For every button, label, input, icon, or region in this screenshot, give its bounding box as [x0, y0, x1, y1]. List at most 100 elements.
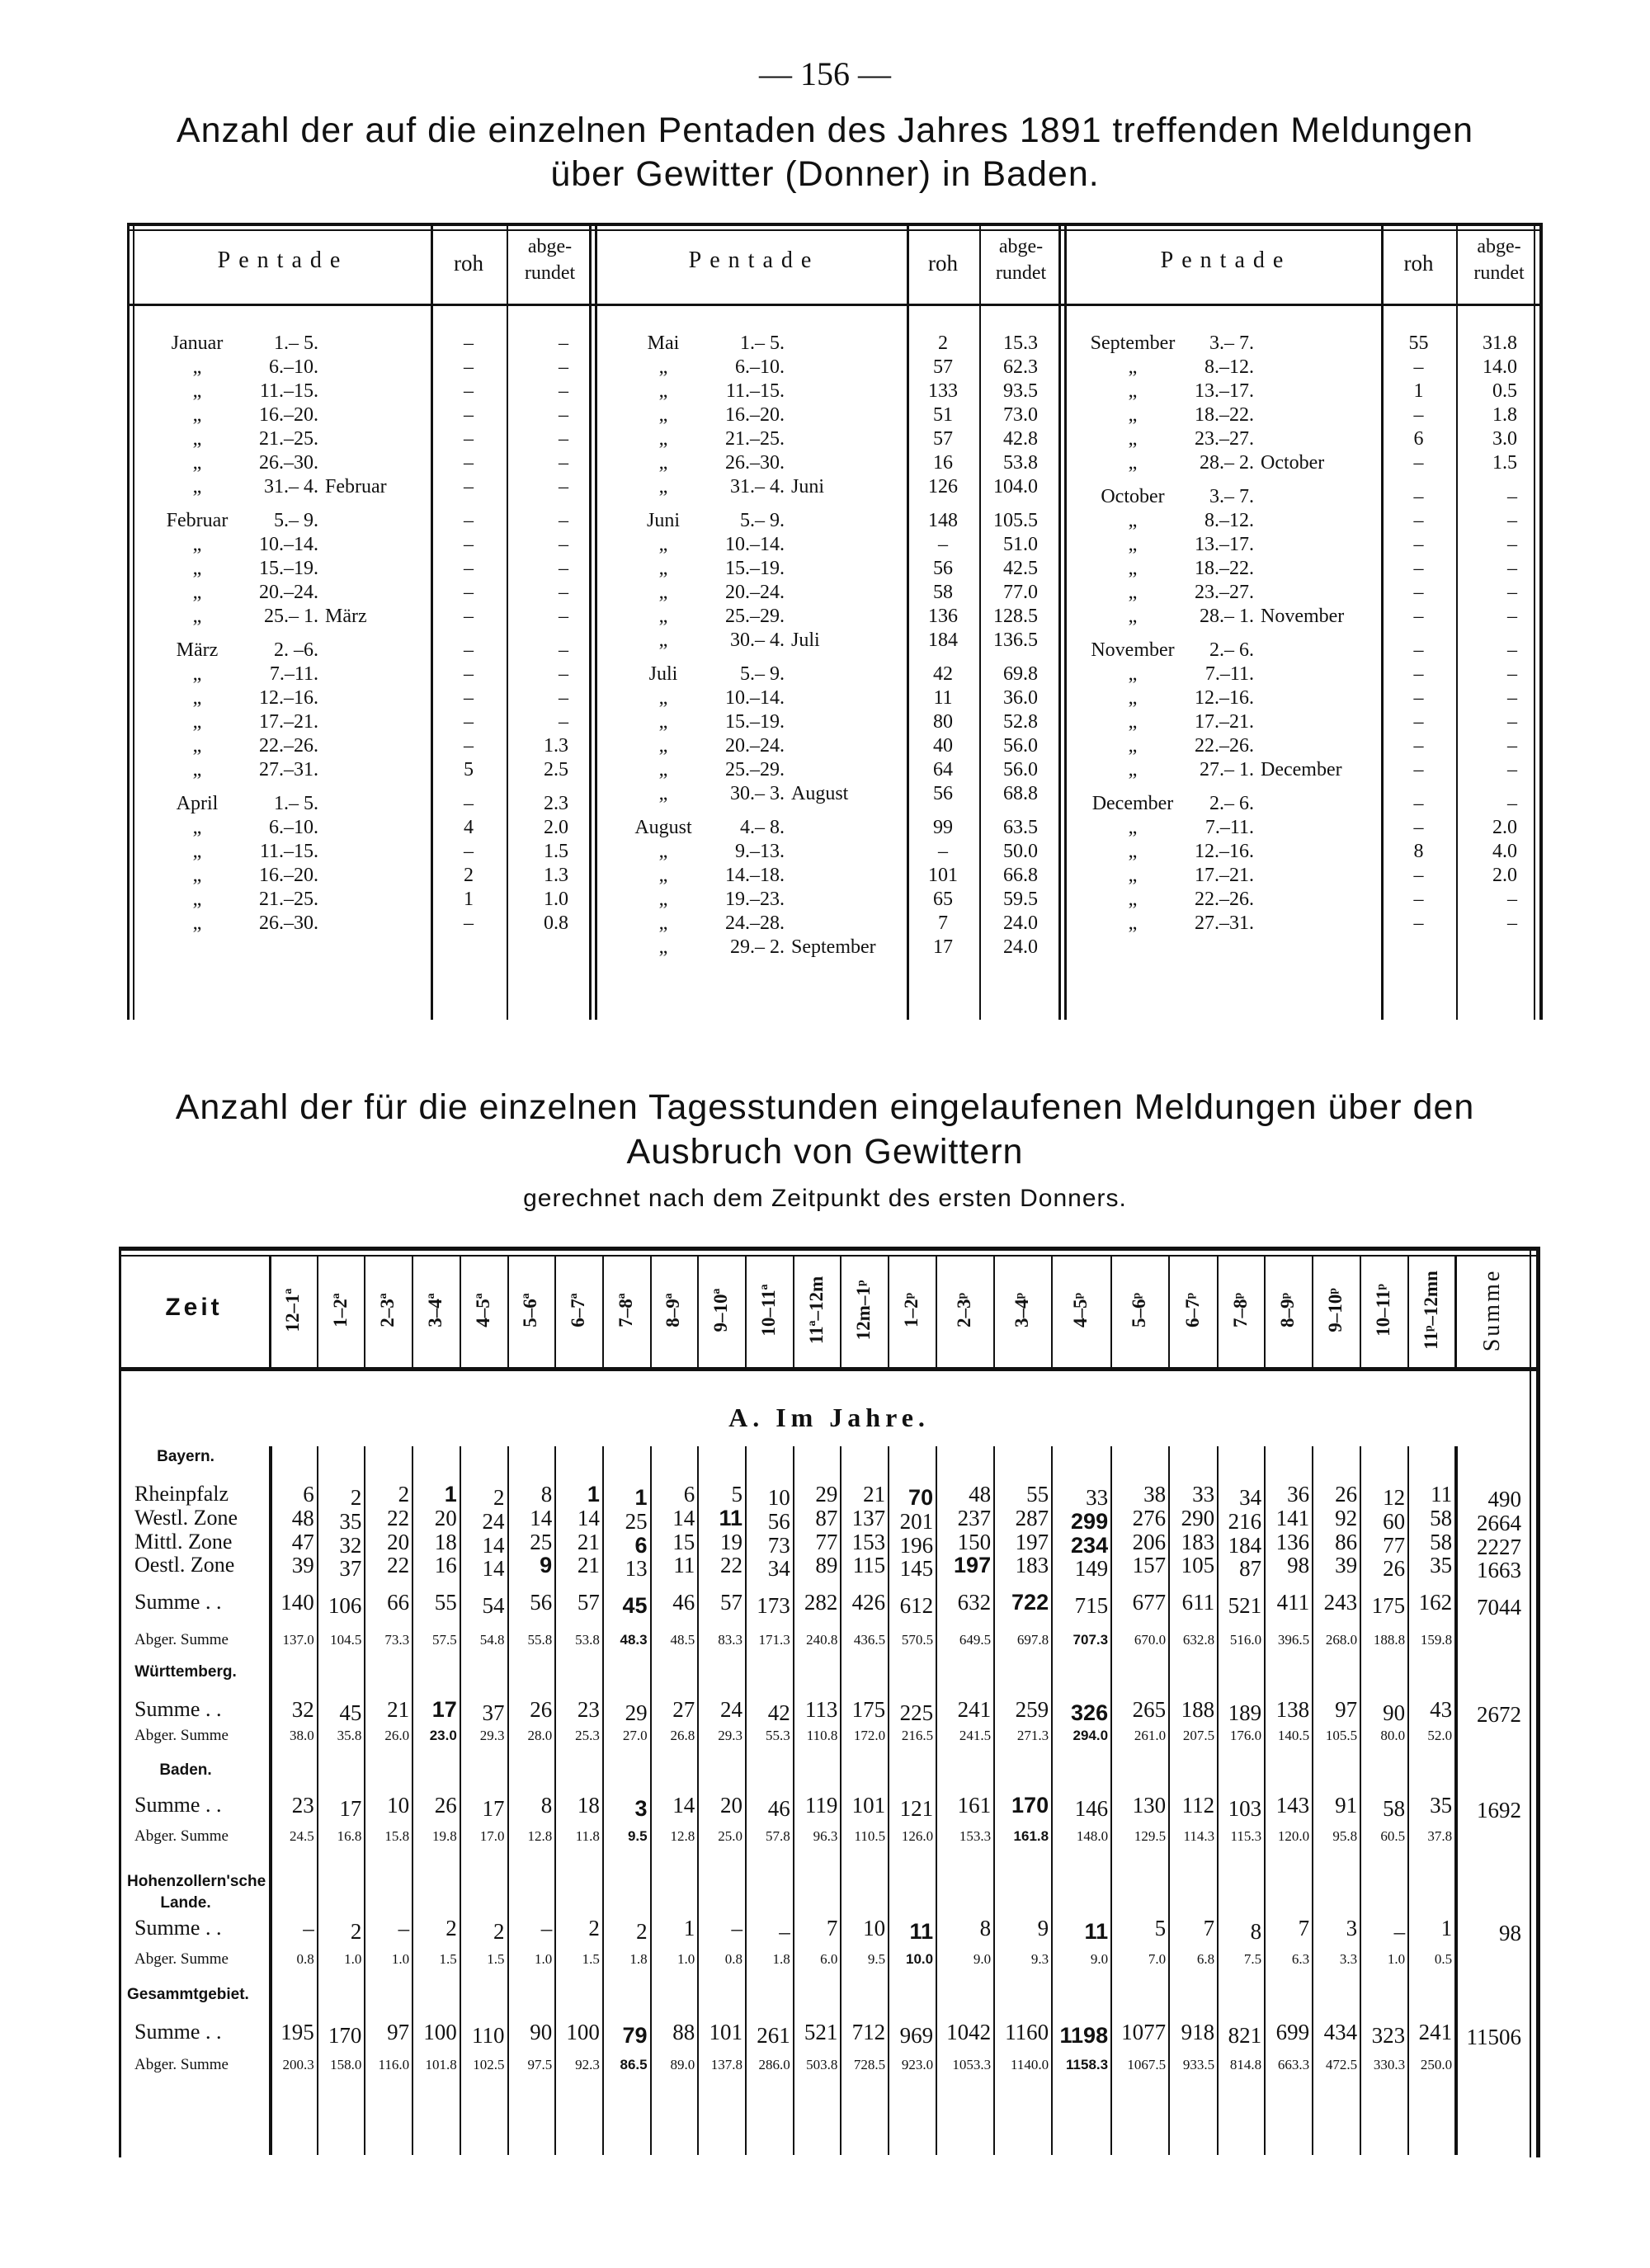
row-total: 2664	[1476, 1511, 1521, 1535]
hour-value: 92.3	[575, 2057, 600, 2072]
hour-value: 55.8	[527, 1632, 553, 1648]
hour-value: 26.8	[670, 1728, 695, 1743]
pentade-month: „	[192, 380, 202, 402]
hour-value: 106	[328, 1593, 362, 1618]
pentade-month: „	[658, 428, 668, 450]
pentade-month-end: September	[791, 936, 876, 958]
hour-value: 632.8	[1182, 1632, 1215, 1648]
hour-value: 1.0	[534, 1951, 553, 1967]
pentade-range: 12.–16.	[259, 687, 318, 709]
roh-value: –	[938, 534, 948, 555]
hour-value: 715	[1074, 1593, 1109, 1618]
hour-value: 57	[719, 1590, 742, 1615]
pentade-month-end: December	[1261, 759, 1342, 780]
hour-value: 0.5	[1434, 1951, 1453, 1967]
header-roh: roh	[1403, 251, 1434, 276]
pentade-month: „	[192, 582, 202, 603]
hour-value: 48	[291, 1506, 314, 1530]
column-rule	[993, 1446, 996, 2155]
table2-title-line2: Ausbruch von Gewittern	[626, 1132, 1024, 1172]
abgerundet-value: –	[1507, 912, 1517, 934]
hour-value: 241	[957, 1697, 992, 1722]
pentade-month: „	[658, 452, 668, 474]
roh-value: 57	[933, 428, 953, 450]
pentade-month: „	[658, 582, 668, 603]
hour-value: 90	[1383, 1700, 1406, 1725]
row-label: Summe . .	[134, 1916, 222, 1940]
table1-title-line2: über Gewitter (Donner) in Baden.	[550, 154, 1100, 194]
pentade-month: „	[658, 783, 668, 804]
group-divider	[1064, 223, 1067, 1020]
header-pentade: Pentade	[1160, 248, 1292, 273]
hour-value: 55.3	[765, 1728, 790, 1743]
abgerundet-value: –	[559, 404, 568, 426]
abgerundet-value: 59.5	[1003, 889, 1038, 910]
pentade-range: 1.– 5.	[274, 793, 318, 814]
hour-value: 98	[1287, 1553, 1310, 1577]
abgerundet-value: 1.0	[544, 889, 568, 910]
hour-value: 1	[1440, 1916, 1453, 1940]
abgerundet-value: 50.0	[1003, 841, 1038, 862]
pentade-month: „	[1128, 759, 1138, 780]
pentade-range: 25.–29.	[725, 606, 785, 627]
header-column-rule	[554, 1257, 557, 1367]
pentade-range: 16.–20.	[259, 865, 318, 886]
hour-value: 265	[1132, 1697, 1167, 1722]
hour-value: 55	[434, 1590, 457, 1615]
pentade-month: Februar	[166, 510, 229, 531]
hour-value: 33	[1086, 1485, 1109, 1510]
column-rule	[936, 1446, 938, 2155]
abgerundet-value: 73.0	[1003, 404, 1038, 426]
roh-value: –	[1413, 663, 1424, 685]
hour-value: 104.5	[330, 1632, 362, 1648]
hour-value: 330.3	[1373, 2057, 1406, 2072]
hour-value: 102.5	[473, 2057, 505, 2072]
abgerundet-value: 93.5	[1003, 380, 1038, 402]
hour-value: 677	[1132, 1590, 1167, 1615]
row-total: 7044	[1476, 1595, 1521, 1620]
hour-value: 243	[1323, 1590, 1358, 1615]
header-hour: 6–7ª	[568, 1293, 589, 1327]
pentade-month: „	[1128, 735, 1138, 757]
roh-value: –	[1413, 606, 1424, 627]
hour-value: 24	[719, 1697, 742, 1722]
hour-value: 143	[1275, 1793, 1310, 1818]
hour-value: 11	[673, 1553, 695, 1577]
header-hour: 7–8ª	[615, 1293, 636, 1327]
roh-value: –	[464, 711, 474, 733]
hour-value: 22	[387, 1553, 410, 1577]
hour-value: 58	[1430, 1530, 1453, 1554]
hour-value: 70	[908, 1485, 934, 1510]
roh-value: 148	[928, 510, 958, 531]
hour-value: 237	[957, 1506, 992, 1530]
hour-value: 299	[1071, 1509, 1109, 1534]
hour-value: 39	[291, 1553, 314, 1577]
abgerundet-value: 2.0	[1492, 817, 1517, 838]
hour-value: 87	[1239, 1556, 1262, 1581]
hour-value: 171.3	[758, 1632, 790, 1648]
roh-value: –	[464, 428, 474, 450]
abgerundet-value: 52.8	[1003, 711, 1038, 733]
hour-value: 201	[899, 1509, 934, 1534]
pentade-range: 17.–21.	[259, 711, 318, 733]
pentade-month: „	[658, 912, 668, 934]
roh-value: –	[1413, 865, 1424, 886]
pentade-range: 7.–11.	[269, 663, 318, 685]
hour-value: 13	[625, 1556, 648, 1581]
pentade-range: 10.–14.	[259, 534, 318, 555]
pentade-month: März	[176, 639, 219, 661]
roh-value: –	[464, 534, 474, 555]
hour-value: 294.0	[1072, 1728, 1109, 1743]
hour-value: 92	[1335, 1506, 1358, 1530]
hour-value: 1160	[1005, 2020, 1049, 2044]
region-heading: Bayern.	[157, 1448, 214, 1465]
hour-value: 20	[719, 1793, 742, 1818]
hour-value: 110	[471, 2023, 505, 2048]
pentade-range: 25.–29.	[725, 759, 785, 780]
hour-value: 54	[482, 1593, 505, 1618]
abgerundet-value: –	[559, 639, 568, 661]
hour-value: 33	[1192, 1482, 1215, 1506]
column-rule	[601, 1446, 604, 2155]
pentade-month: „	[658, 687, 668, 709]
region-heading: Gesammtgebiet.	[127, 1986, 249, 2003]
